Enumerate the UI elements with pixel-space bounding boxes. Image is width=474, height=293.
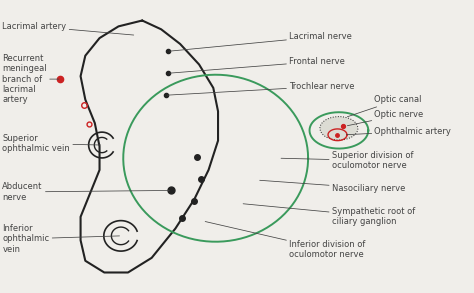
Text: Ophthalmic artery: Ophthalmic artery bbox=[346, 127, 451, 136]
Text: Inferior
ophthalmic
vein: Inferior ophthalmic vein bbox=[2, 224, 119, 254]
Text: Abducent
nerve: Abducent nerve bbox=[2, 182, 169, 202]
Text: Lacrimal artery: Lacrimal artery bbox=[2, 22, 134, 35]
Text: Sympathetic root of
ciliary ganglion: Sympathetic root of ciliary ganglion bbox=[243, 204, 415, 226]
Text: Lacrimal nerve: Lacrimal nerve bbox=[170, 32, 352, 51]
Circle shape bbox=[320, 117, 358, 140]
Text: Optic nerve: Optic nerve bbox=[347, 110, 424, 126]
Text: Frontal nerve: Frontal nerve bbox=[170, 57, 345, 73]
Text: Superior division of
oculomotor nerve: Superior division of oculomotor nerve bbox=[281, 151, 413, 170]
Text: Superior
ophthalmic vein: Superior ophthalmic vein bbox=[2, 134, 100, 153]
Text: Inferior division of
oculomotor nerve: Inferior division of oculomotor nerve bbox=[205, 222, 365, 259]
Text: Recurrent
meningeal
branch of
lacrimal
artery: Recurrent meningeal branch of lacrimal a… bbox=[2, 54, 59, 104]
Text: Trochlear nerve: Trochlear nerve bbox=[167, 82, 355, 95]
Text: Nasociliary nerve: Nasociliary nerve bbox=[260, 180, 405, 193]
Text: Optic canal: Optic canal bbox=[347, 95, 422, 117]
